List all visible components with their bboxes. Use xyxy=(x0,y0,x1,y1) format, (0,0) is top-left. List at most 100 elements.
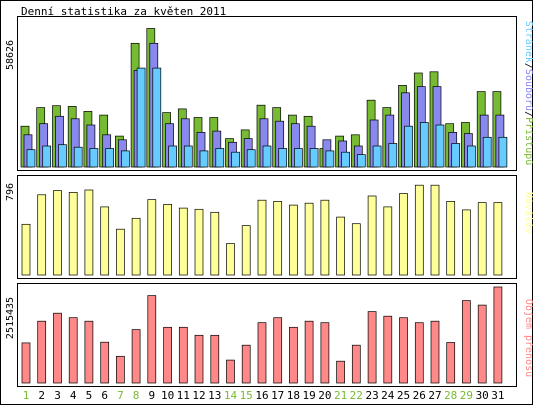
bar-navstevy-day-25 xyxy=(399,193,408,276)
legend-item: Přístupů xyxy=(523,117,533,165)
bar-objem-day-8 xyxy=(131,329,141,384)
bar-stranky-day-14 xyxy=(231,151,240,168)
bar-navstevy-day-15 xyxy=(241,225,251,276)
bar-stranky-day-28 xyxy=(451,143,461,168)
bar-objem-day-19 xyxy=(304,320,314,384)
bar-stranky-day-27 xyxy=(435,124,445,168)
bar-navstevy-day-6 xyxy=(100,206,110,276)
bar-navstevy-day-29 xyxy=(462,209,471,276)
bar-stranky-day-29 xyxy=(467,145,476,168)
panel-visits-legend: Návštěv xyxy=(523,192,533,234)
bar-navstevy-day-16 xyxy=(257,199,267,276)
bar-navstevy-day-18 xyxy=(289,204,298,276)
day-label-30: 30 xyxy=(476,389,489,402)
bar-stranky-day-17 xyxy=(278,148,288,168)
day-label-14: 14 xyxy=(224,389,238,402)
legend-item: Stránek xyxy=(523,21,533,63)
legend-separator: / xyxy=(523,63,533,69)
day-label-20: 20 xyxy=(318,389,331,402)
bar-objem-day-7 xyxy=(116,355,125,384)
bar-navstevy-day-19 xyxy=(304,202,314,276)
bar-objem-day-26 xyxy=(414,322,424,384)
day-label-23: 23 xyxy=(365,389,378,402)
bar-stranky-day-10 xyxy=(168,145,177,168)
bar-navstevy-day-22 xyxy=(351,223,361,276)
bar-stranky-day-11 xyxy=(183,145,193,168)
bar-navstevy-day-1 xyxy=(21,223,31,276)
day-label-25: 25 xyxy=(397,389,410,402)
bar-objem-day-18 xyxy=(289,326,298,384)
bar-navstevy-day-3 xyxy=(53,190,62,276)
bar-objem-day-27 xyxy=(430,320,440,384)
bar-objem-day-22 xyxy=(351,344,361,384)
bar-stranky-day-13 xyxy=(215,148,225,168)
bar-stranky-day-15 xyxy=(246,149,256,168)
day-label-19: 19 xyxy=(302,389,315,402)
day-label-8: 8 xyxy=(133,389,140,402)
x-axis-day-labels: 1 2 3 4 5 6 7 8 9 10 11 12 13 14 15 16 17 18 19 20 21 22 23 24 2… xyxy=(23,389,505,402)
bar-stranky-day-25 xyxy=(404,125,413,168)
bar-navstevy-day-26 xyxy=(414,184,424,276)
bar-navstevy-day-14 xyxy=(226,243,235,276)
bar-stranky-day-23 xyxy=(372,145,382,168)
bar-objem-day-10 xyxy=(163,326,172,384)
panel-hits-frame xyxy=(17,16,517,171)
bar-stranky-day-12 xyxy=(199,150,209,168)
bar-stranky-day-4 xyxy=(73,146,83,168)
bar-objem-day-6 xyxy=(100,341,110,384)
day-label-1: 1 xyxy=(23,389,30,402)
bar-objem-day-28 xyxy=(446,342,456,384)
bar-objem-day-17 xyxy=(273,317,283,384)
panel-traffic-max-label: 2515435 xyxy=(5,297,16,339)
bar-navstevy-day-31 xyxy=(493,202,503,276)
day-label-4: 4 xyxy=(70,389,77,402)
day-label-6: 6 xyxy=(101,389,108,402)
day-label-21: 21 xyxy=(334,389,347,402)
bar-objem-day-20 xyxy=(320,322,330,384)
bar-stranky-day-6 xyxy=(105,148,115,168)
legend-separator: / xyxy=(523,111,533,117)
bar-stranky-day-2 xyxy=(42,145,52,168)
bar-navstevy-day-4 xyxy=(68,192,78,276)
day-label-2: 2 xyxy=(38,389,45,402)
bar-objem-day-4 xyxy=(68,317,78,384)
bar-stranky-day-1 xyxy=(26,149,36,168)
panel-hits-max-label: 58626 xyxy=(5,40,16,70)
panel-visits: 796 Návštěv xyxy=(5,175,533,279)
panel-visits-frame xyxy=(17,175,517,279)
panel-traffic-legend: Objem přenosu xyxy=(523,299,533,377)
day-label-17: 17 xyxy=(271,389,284,402)
bar-stranky-day-9 xyxy=(152,67,162,168)
day-label-12: 12 xyxy=(192,389,205,402)
bar-navstevy-day-10 xyxy=(163,204,172,276)
bar-objem-day-30 xyxy=(477,304,487,384)
day-label-26: 26 xyxy=(413,389,426,402)
day-label-3: 3 xyxy=(54,389,61,402)
day-label-18: 18 xyxy=(287,389,300,402)
chart-title: Denní statistika za květen 2011 xyxy=(21,5,226,18)
day-label-28: 28 xyxy=(444,389,457,402)
bar-stranky-day-8 xyxy=(136,67,146,168)
bar-objem-day-15 xyxy=(241,344,251,384)
bar-objem-day-16 xyxy=(257,322,267,384)
bar-objem-day-31 xyxy=(493,286,503,384)
bar-objem-day-3 xyxy=(53,312,62,384)
bar-navstevy-day-17 xyxy=(273,201,283,276)
bar-objem-day-2 xyxy=(37,320,47,384)
bar-stranky-day-20 xyxy=(325,150,335,168)
bar-navstevy-day-11 xyxy=(178,207,188,276)
bar-navstevy-day-28 xyxy=(446,201,456,276)
day-label-31: 31 xyxy=(491,389,504,402)
panel-hits-bars xyxy=(20,28,508,168)
bar-navstevy-day-9 xyxy=(147,199,157,276)
bar-objem-day-23 xyxy=(367,311,377,384)
panel-traffic: 2515435 Objem přenosu xyxy=(5,283,533,387)
bar-objem-day-14 xyxy=(226,359,235,384)
panel-hits-legend: Stránek/Souborů/Přístupů xyxy=(523,21,533,166)
bar-objem-day-9 xyxy=(147,295,157,384)
bar-stranky-day-22 xyxy=(356,154,366,168)
day-label-24: 24 xyxy=(381,389,395,402)
day-label-5: 5 xyxy=(86,389,93,402)
bar-navstevy-day-13 xyxy=(210,211,220,276)
